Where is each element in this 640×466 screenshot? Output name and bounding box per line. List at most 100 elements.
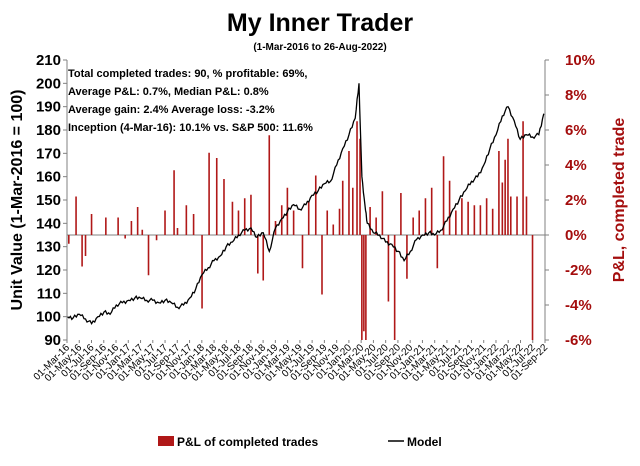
pnl-bar (164, 210, 166, 235)
y-tick-label-left: 150 (36, 192, 61, 209)
y-tick-label-left: 180 (36, 122, 61, 139)
pnl-bar (223, 179, 225, 235)
pnl-bar (491, 208, 494, 235)
y-tick-label-left: 110 (37, 285, 61, 302)
pnl-bar (504, 159, 506, 235)
pnl-bar (507, 138, 509, 235)
pnl-bar (68, 235, 70, 244)
y-tick-label-left: 210 (36, 52, 61, 69)
pnl-bar (348, 151, 350, 235)
pnl-bar (479, 205, 482, 235)
y-tick-label-left: 190 (36, 99, 61, 116)
pnl-bar (90, 214, 93, 235)
pnl-bar (412, 217, 414, 235)
pnl-bar (387, 235, 390, 302)
pnl-bar (522, 121, 524, 235)
legend-swatch-bars (158, 436, 174, 446)
y-tick-label-left: 120 (36, 262, 61, 279)
pnl-bar (243, 198, 246, 235)
pnl-bar (351, 187, 354, 235)
pnl-bar (424, 198, 427, 235)
pnl-bar (141, 229, 144, 235)
y-tick-label-left: 140 (36, 215, 61, 232)
y-tick-label-right: 0% (565, 227, 587, 244)
pnl-bar (307, 201, 310, 235)
pnl-bar (418, 210, 421, 235)
pnl-bar (461, 198, 463, 235)
y-tick-label-right: 6% (565, 122, 587, 139)
pnl-bar (155, 235, 158, 241)
pnl-bar (369, 207, 371, 235)
pnl-bar (363, 235, 365, 332)
pnl-bar (375, 217, 377, 235)
legend: P&L of completed trades Model (158, 435, 442, 449)
y-tick-label-right: -6% (565, 332, 592, 349)
pnl-bar (280, 205, 283, 235)
pnl-bar (130, 221, 133, 235)
pnl-bar (231, 201, 234, 235)
pnl-bar (338, 208, 341, 235)
pnl-bar (442, 156, 445, 235)
pnl-bar (268, 135, 271, 235)
pnl-bar (262, 235, 265, 281)
pnl-bar (321, 235, 323, 295)
pnl-bar (105, 217, 107, 235)
y-tick-label-right: -2% (565, 262, 592, 279)
pnl-bar (326, 210, 329, 235)
pnl-bar (341, 180, 344, 235)
pnl-bar (430, 187, 433, 235)
pnl-bar (215, 158, 218, 235)
y-tick-label-right: 2% (565, 192, 587, 209)
pnl-bar (361, 235, 363, 340)
y-tick-label-left: 100 (36, 309, 61, 326)
y-tick-label-right: 8% (565, 87, 587, 104)
pnl-bar (455, 210, 457, 235)
chart-title: My Inner Trader (227, 9, 413, 37)
pnl-bar (485, 198, 488, 235)
left-axis-ticks: 90 100 110 120 130 140 150 160 170 180 190 200 210 (36, 52, 67, 349)
pnl-bar (176, 228, 179, 235)
pnl-bar (292, 210, 295, 235)
pnl-bar (525, 196, 528, 235)
pnl-bar (192, 214, 195, 235)
pnl-bar (498, 151, 500, 235)
chart-subtitle: (1-Mar-2016 to 26-Aug-2022) (253, 42, 386, 53)
y-tick-label-right: 10% (565, 52, 595, 69)
pnl-bar (509, 196, 512, 235)
pnl-bar (173, 170, 175, 235)
pnl-bar (147, 235, 150, 276)
y-tick-label-left: 130 (36, 239, 61, 256)
y-axis-label-right: P&L, completed trade (611, 118, 628, 283)
y-tick-label-right: -4% (565, 297, 592, 314)
y-axis-label-left: Unit Value (1-Mar-2016 = 100) (9, 90, 26, 311)
pnl-bar (237, 210, 240, 235)
pnl-bar (75, 196, 77, 235)
series-line-model (67, 83, 545, 326)
pnl-bar (473, 205, 476, 235)
pnl-bar (516, 196, 518, 235)
pnl-bar (124, 235, 126, 239)
y-tick-label-right: 4% (565, 157, 587, 174)
pnl-bar (531, 235, 534, 340)
annotation-line: Average gain: 2.4% Average loss: -3.2% (68, 104, 275, 116)
pnl-bar (208, 152, 210, 235)
pnl-bar (356, 121, 358, 235)
x-axis-ticks: 01-Mar-1601-May-1601-Jul-1601-Sep-1601-N… (32, 340, 550, 384)
annotation-block: Total completed trades: 90, % profitable… (68, 68, 313, 134)
pnl-bar (448, 180, 451, 235)
pnl-bar (185, 205, 188, 235)
pnl-bar (467, 201, 469, 235)
annotation-line: Average P&L: 0.7%, Median P&L: 0.8% (68, 86, 269, 98)
annotation-line: Inception (4-Mar-16): 10.1% vs. S&P 500:… (68, 122, 313, 134)
pnl-bar (365, 235, 367, 340)
pnl-bar (81, 235, 83, 267)
pnl-bar (406, 235, 408, 279)
legend-label-bars: P&L of completed trades (177, 435, 318, 449)
pnl-bar (136, 207, 139, 235)
pnl-bar (381, 191, 384, 235)
y-tick-label-left: 90 (44, 332, 61, 349)
y-tick-label-left: 170 (36, 145, 61, 162)
pnl-bar (400, 193, 402, 235)
right-axis-ticks: -6% -4% -2% 0% 2% 4% 6% 8% 10% (545, 52, 595, 349)
